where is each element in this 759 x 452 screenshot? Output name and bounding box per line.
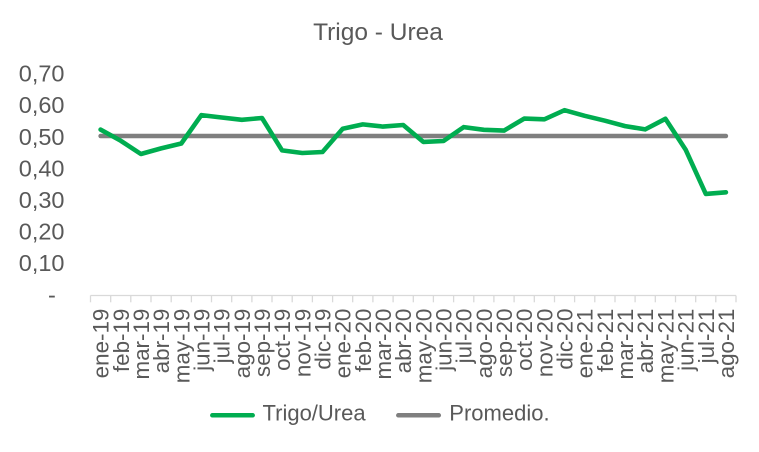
- svg-text:Trigo - Urea: Trigo - Urea: [313, 19, 443, 46]
- svg-text:jul-20: jul-20: [452, 309, 477, 365]
- svg-text:0,60: 0,60: [19, 92, 65, 118]
- svg-text:-: -: [48, 282, 56, 308]
- svg-text:abr-21: abr-21: [633, 309, 658, 374]
- svg-text:jun-21: jun-21: [674, 309, 699, 372]
- svg-text:ago-20: ago-20: [472, 309, 497, 379]
- svg-text:0,20: 0,20: [19, 219, 65, 245]
- svg-text:may-19: may-19: [169, 309, 194, 384]
- svg-text:nov-19: nov-19: [290, 309, 315, 377]
- svg-text:may-20: may-20: [411, 309, 436, 384]
- svg-text:jun-20: jun-20: [432, 309, 457, 372]
- svg-text:jul-19: jul-19: [210, 309, 235, 365]
- svg-text:dic-20: dic-20: [553, 309, 578, 370]
- svg-text:ago-21: ago-21: [714, 309, 739, 379]
- svg-text:feb-19: feb-19: [109, 309, 134, 373]
- svg-text:sep-20: sep-20: [492, 309, 517, 377]
- svg-text:may-21: may-21: [653, 309, 678, 384]
- svg-text:Promedio.: Promedio.: [449, 401, 549, 426]
- svg-text:ene-20: ene-20: [331, 309, 356, 379]
- svg-text:0,40: 0,40: [19, 155, 65, 181]
- svg-text:ago-19: ago-19: [230, 309, 255, 379]
- svg-text:feb-20: feb-20: [351, 309, 376, 373]
- svg-text:0,50: 0,50: [19, 124, 65, 150]
- svg-text:ene-19: ene-19: [89, 309, 114, 379]
- svg-text:sep-19: sep-19: [250, 309, 275, 377]
- svg-text:feb-21: feb-21: [593, 309, 618, 373]
- svg-text:mar-21: mar-21: [613, 309, 638, 380]
- svg-text:Trigo/Urea: Trigo/Urea: [263, 401, 367, 426]
- svg-text:abr-20: abr-20: [391, 309, 416, 374]
- svg-text:0,70: 0,70: [19, 61, 65, 87]
- svg-text:mar-20: mar-20: [371, 309, 396, 380]
- svg-text:nov-20: nov-20: [532, 309, 557, 377]
- svg-text:0,30: 0,30: [19, 187, 65, 213]
- svg-text:oct-20: oct-20: [512, 309, 537, 371]
- svg-text:ene-21: ene-21: [573, 309, 598, 379]
- svg-text:0,10: 0,10: [19, 250, 65, 276]
- svg-text:abr-19: abr-19: [149, 309, 174, 374]
- svg-text:mar-19: mar-19: [129, 309, 154, 380]
- svg-text:dic-19: dic-19: [311, 309, 336, 370]
- svg-text:jul-21: jul-21: [694, 309, 719, 365]
- svg-text:jun-19: jun-19: [189, 309, 214, 372]
- svg-text:oct-19: oct-19: [270, 309, 295, 371]
